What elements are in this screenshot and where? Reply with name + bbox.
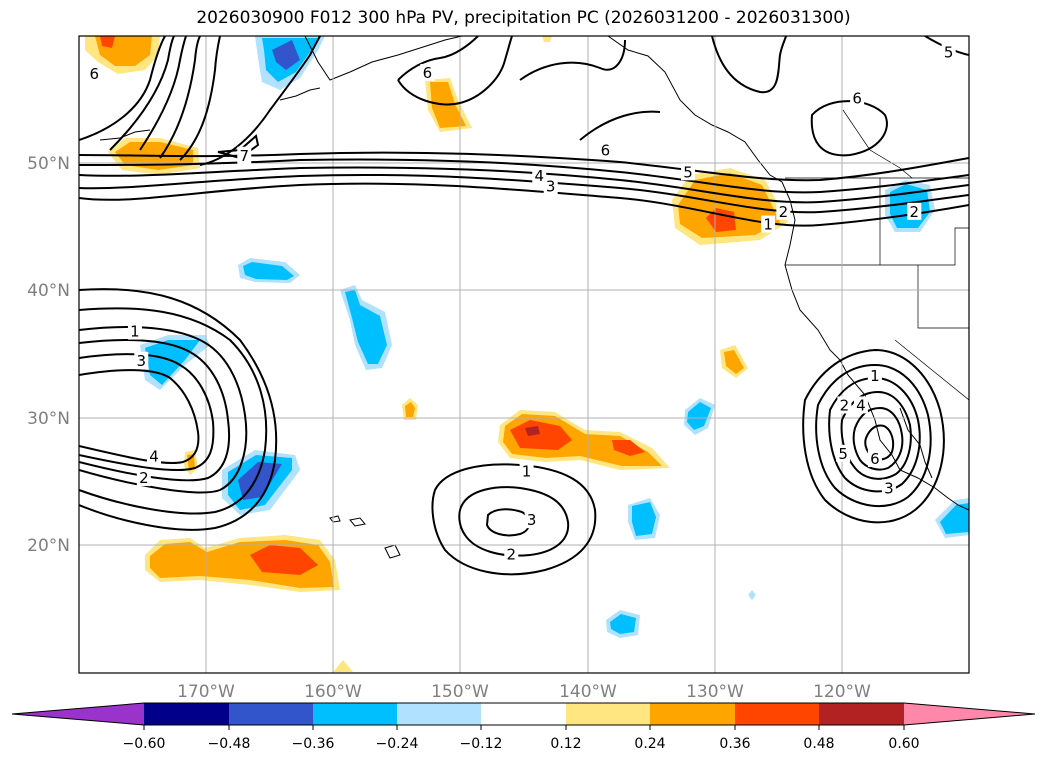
colorbar-bin [566,703,650,725]
pv-contours [79,36,969,576]
map-frame [78,35,970,674]
pv-contour-label: 2 [139,469,149,487]
pv-contour-label-bg [543,177,558,195]
colorbar-tick-label: 0.12 [550,736,581,752]
pv-contour-label-bg [941,43,956,61]
pv-contour-label: 4 [856,396,866,414]
pv-contour-label: 1 [130,323,140,341]
pv-contour-label-bg [420,63,435,81]
pv-contour-label: 1 [763,216,773,234]
pv-contour-label-bg [519,462,534,480]
pv-contour-label-bg [907,202,922,220]
pv-contour-label: 2 [840,396,850,414]
pv-contour-label-bg [87,65,102,83]
pv-contour-label-bg [853,396,868,414]
pv-contour-label: 6 [870,450,880,468]
lon-tick-labels: 170°W 160°W 150°W 140°W 130°W 120°W [177,682,871,702]
pv-contour-label-bg [850,89,865,107]
lat-tick-label: 30°N [27,409,70,429]
pv-contour-label-bg [867,449,882,467]
colorbar-bin [650,703,735,725]
pv-contour-label: 4 [149,447,159,465]
pv-contour-label: 5 [944,44,954,62]
colorbar-tick-label: −0.24 [376,736,419,752]
pv-contour-label: 3 [884,479,894,497]
pv-contour-label-bg [776,202,791,220]
pv-contour-label: 3 [527,511,537,529]
colorbar-bin [229,703,313,725]
pv-contour-label-bg [867,367,882,385]
lon-tick-label: 120°W [813,682,871,702]
pv-contour-label-bg [237,146,252,164]
pv-contour-label: 2 [910,203,920,221]
lon-tick-label: 170°W [177,682,235,702]
pv-contour-label-bg [836,444,851,462]
pv-contour-label: 6 [852,89,862,107]
pv-contour-label: 6 [89,65,99,83]
lat-tick-label: 50°N [27,154,70,174]
pv-contour-label-bg [127,322,142,340]
colorbar-bin [313,703,397,725]
pv-contour-label-bg [598,141,613,159]
lat-tick-label: 20°N [27,536,70,556]
pv-contour-label-bg [147,447,162,465]
lon-tick-label: 140°W [559,682,617,702]
pv-contour-label-bg [837,396,852,414]
lon-tick-label: 130°W [686,682,744,702]
lat-tick-labels: 20°N 30°N 40°N 50°N [27,154,70,556]
colorbar-bin [481,703,566,725]
pv-contour-label: 3 [137,352,147,370]
lon-tick-label: 160°W [304,682,362,702]
pv-contour-label: 5 [838,445,848,463]
pv-contour-label-bg [681,163,696,181]
colorbar-bin [397,703,481,725]
pv-contour-label: 3 [546,177,556,195]
colorbar-bin [819,703,904,725]
pv-contour-label: 4 [534,167,544,185]
colorbar-bin [144,703,229,725]
pv-contour-label-bg [504,545,519,563]
colorbar-extend-low [12,703,144,725]
colorbar-tick-label: 0.24 [634,736,665,752]
colorbar-tick-label: −0.48 [208,736,251,752]
gridlines [79,36,969,673]
colorbar-tick-label: 0.60 [888,736,919,752]
colorbar-extend-high [904,703,1035,725]
precip-shading [85,36,969,672]
pv-contour-label-bg [761,215,776,233]
map-title: 2026030900 F012 300 hPa PV, precipitatio… [196,8,851,28]
colorbar: −0.60 −0.48 −0.36 −0.24 −0.12 0.12 0.24 … [11,702,1036,752]
pv-contour-label: 1 [870,367,880,385]
pv-contour-label: 5 [683,163,693,181]
lat-tick-label: 40°N [27,281,70,301]
state-borders [785,109,969,401]
pv-contour-label-bg [524,511,539,529]
colorbar-tick-label: −0.60 [123,736,166,752]
colorbar-tick-label: −0.36 [292,736,335,752]
colorbar-tick-label: 0.48 [803,736,834,752]
pv-contour-label: 6 [423,64,433,82]
pv-contour-label-bg [881,479,896,497]
colorbar-bin [735,703,819,725]
colorbar-tick-label: 0.36 [719,736,750,752]
pv-contour-label-bg [532,167,547,185]
pv-contour-label: 2 [779,203,789,221]
pv-contour-label-bg [134,351,149,369]
pv-contour-label: 2 [507,546,517,564]
pv-contour-label-bg [136,469,151,487]
colorbar-tick-label: −0.12 [460,736,503,752]
pv-contour-label: 6 [601,142,611,160]
pv-contour-label: 7 [240,147,250,165]
lon-tick-label: 150°W [431,682,489,702]
pv-contour-label: 1 [522,463,532,481]
